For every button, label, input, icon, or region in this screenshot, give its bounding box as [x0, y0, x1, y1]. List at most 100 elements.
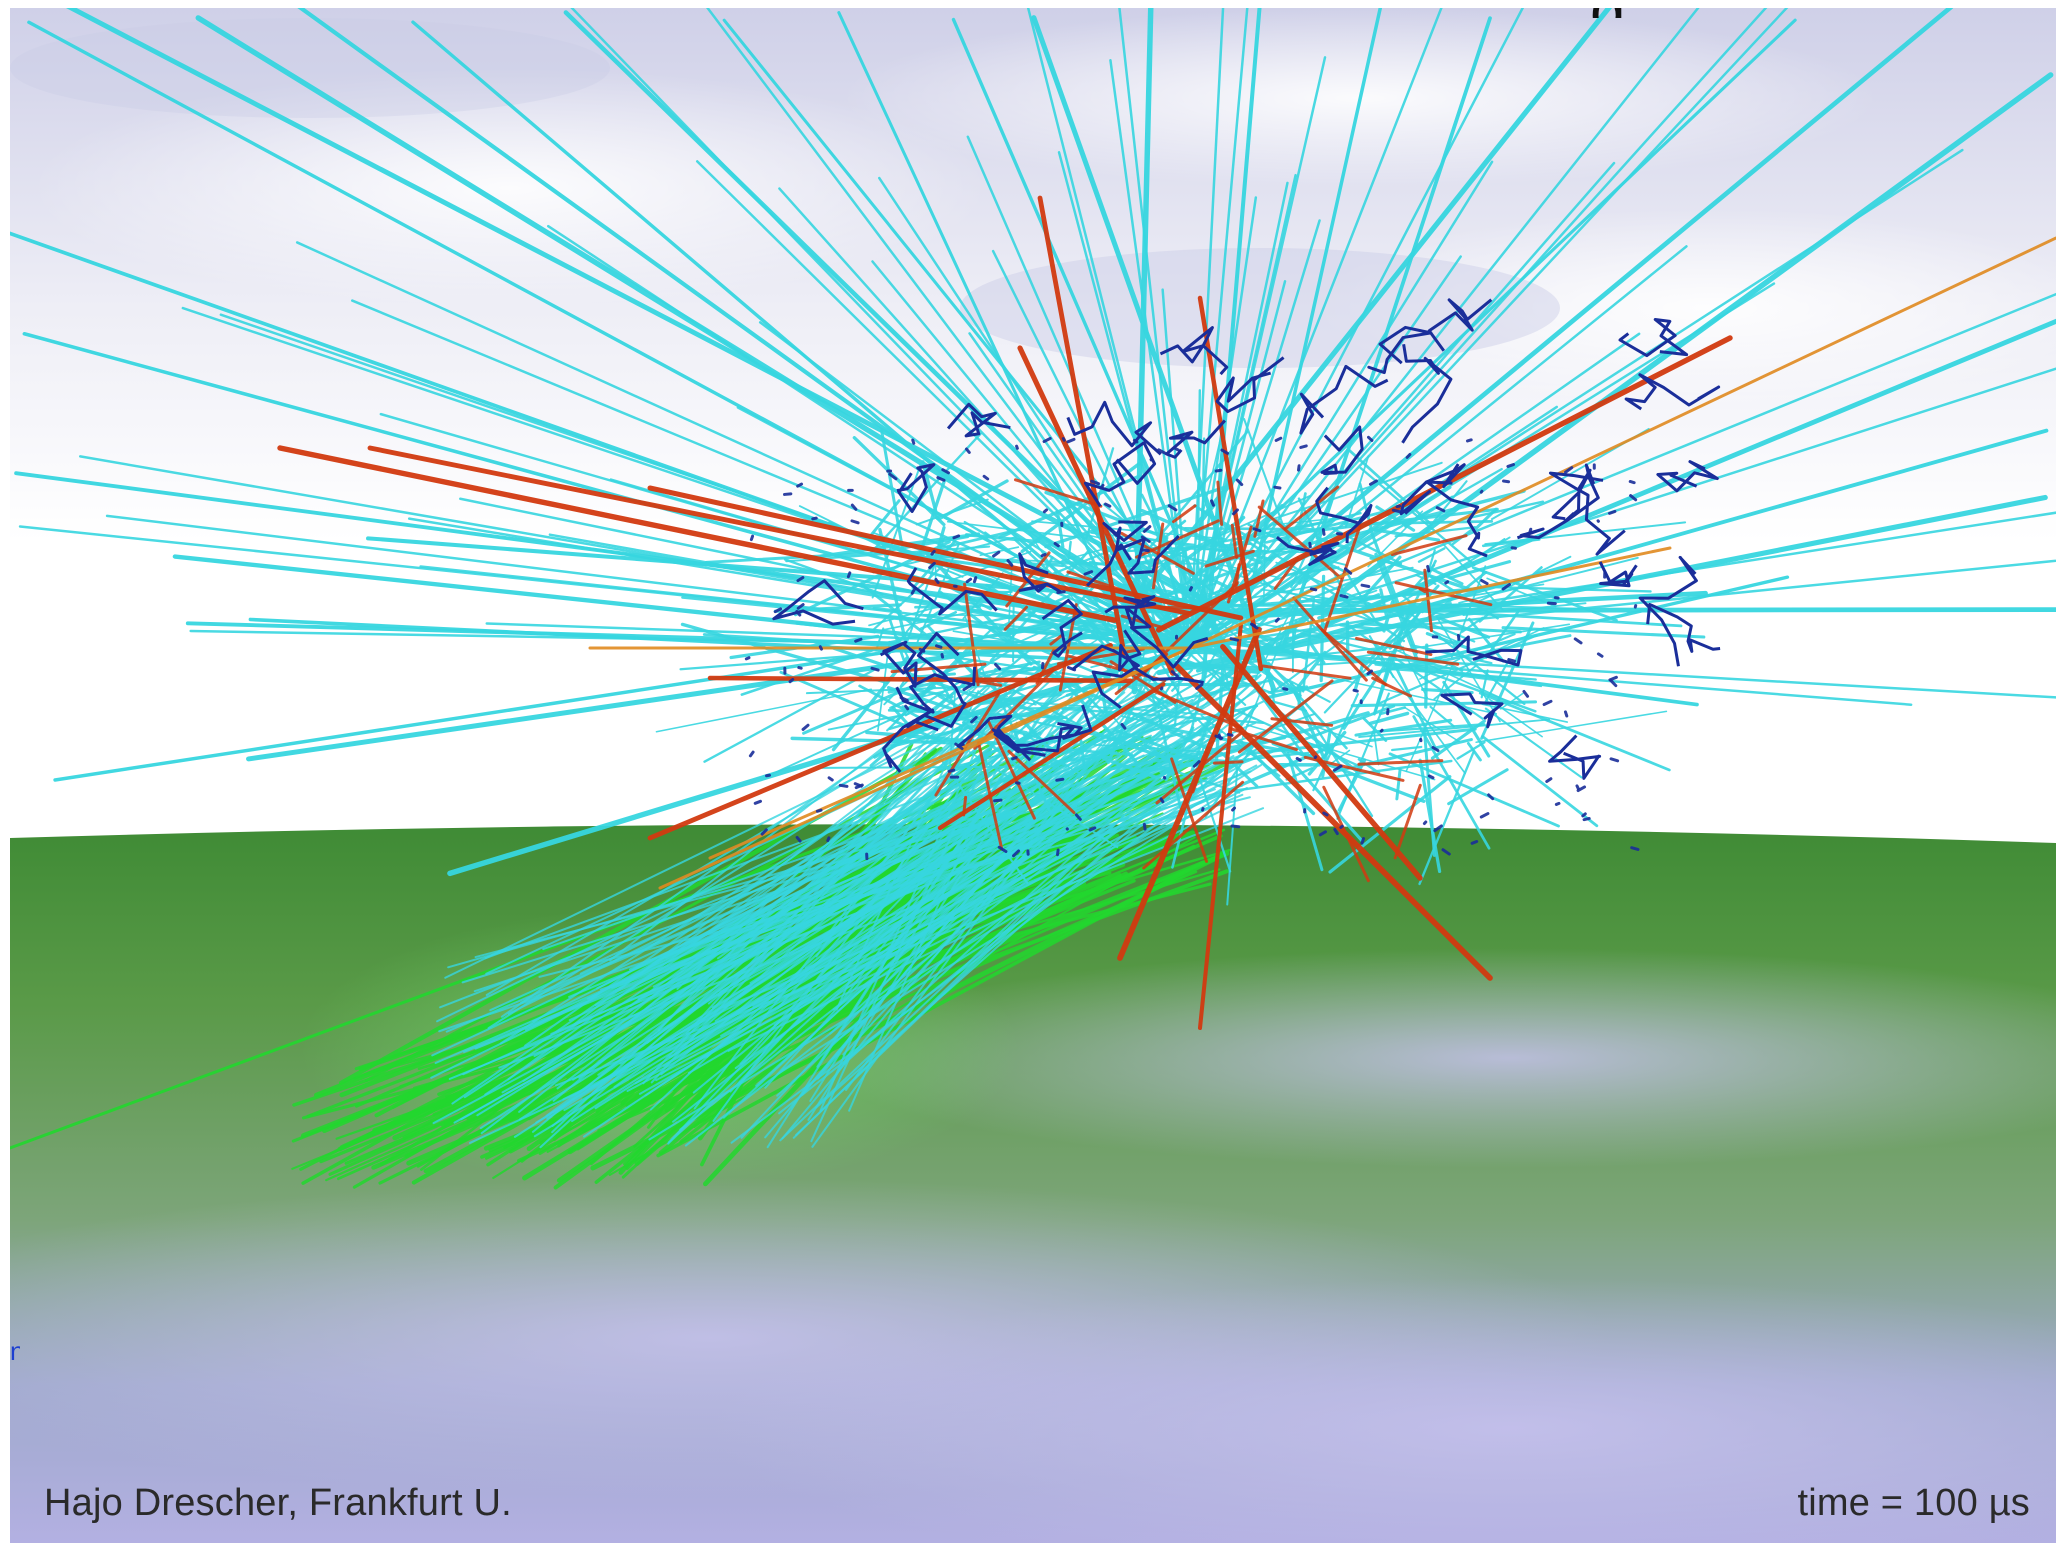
- particle-track: [778, 809, 1161, 1115]
- particle-track: [1456, 741, 1486, 760]
- particle-track: [970, 715, 978, 724]
- particle-track: [1424, 643, 1429, 709]
- particle-track: [994, 662, 1002, 671]
- particle-track: [868, 605, 940, 627]
- particle-track: [934, 577, 940, 585]
- particle-track: [1120, 722, 1127, 730]
- particle-track: [1333, 827, 1339, 836]
- particle-track: [1088, 826, 1097, 832]
- particle-track: [707, 675, 1133, 684]
- particle-track: [1262, 534, 1266, 606]
- particle-track: [485, 622, 1192, 650]
- particle-track: [1391, 508, 1402, 514]
- particle-track: [796, 482, 804, 488]
- particle-track: [1320, 425, 1364, 476]
- particle-track: [1630, 846, 1640, 851]
- particle-track: [854, 637, 863, 643]
- particle-track: [1188, 646, 1913, 706]
- particle-track: [1011, 755, 1018, 761]
- cloud-shadow: [10, 18, 610, 118]
- particle-track: [1057, 151, 1192, 650]
- particle-track: [1188, 280, 1287, 650]
- particle-track: [796, 603, 805, 610]
- particle-track: [66, 8, 1231, 614]
- particle-track: [1250, 622, 1259, 630]
- particle-track: [1226, 732, 1234, 737]
- particle-track: [1357, 759, 1444, 766]
- ground-haze: [810, 948, 2056, 1168]
- particle-track: [1506, 463, 1516, 468]
- particle-track: [764, 773, 1075, 1139]
- particle-track: [987, 720, 1036, 820]
- particle-track: [1083, 570, 1094, 576]
- particle-track: [1237, 679, 1334, 754]
- particle-track: [966, 135, 1192, 650]
- particle-track: [1551, 468, 1592, 524]
- particle-track: [1501, 583, 1512, 591]
- particle-track: [1226, 767, 1239, 906]
- particle-track: [297, 8, 1153, 623]
- particle-track: [571, 699, 1161, 1081]
- particle-track: [1426, 564, 1431, 573]
- particle-track: [1159, 686, 1164, 691]
- particle-track: [1109, 58, 1192, 650]
- particle-track: [930, 549, 936, 556]
- particle-track: [1170, 757, 1209, 863]
- particle-track: [1229, 637, 1239, 642]
- particle-track: [1479, 489, 1484, 494]
- particle-track: [752, 762, 1154, 1007]
- particle-track: [1165, 419, 1227, 459]
- particle-track: [1170, 670, 1179, 678]
- particle-track: [1609, 679, 1618, 688]
- particle-track: [1548, 471, 1626, 556]
- particle-track: [432, 726, 1173, 1125]
- particle-track: [807, 687, 1078, 1121]
- particle-track: [1422, 820, 1428, 826]
- particle-track: [1435, 506, 1446, 513]
- particle-track: [647, 485, 1244, 621]
- particle-track: [608, 836, 1196, 1176]
- particle-track: [1083, 441, 1157, 508]
- particle-track: [647, 642, 1113, 841]
- particle-track: [705, 551, 883, 564]
- particle-track: [1231, 806, 1236, 812]
- particle-track: [1142, 525, 1152, 533]
- particle-track: [954, 742, 964, 751]
- particle-track: [1598, 561, 1638, 588]
- particle-track: [977, 740, 1004, 851]
- particle-track: [1379, 588, 1389, 620]
- particle-track: [1188, 511, 2056, 650]
- particle-track: [1006, 559, 1014, 567]
- particle-track: [899, 696, 909, 702]
- air-shower-render: [10, 8, 2056, 1543]
- particle-track: [1037, 195, 1127, 656]
- particle-track: [1618, 317, 1689, 358]
- particle-track: [1153, 690, 1243, 730]
- particle-track: [1425, 635, 1523, 667]
- particle-track: [772, 579, 864, 626]
- particle-track: [447, 645, 1191, 877]
- particle-track: [1298, 485, 1452, 585]
- particle-track: [1309, 587, 1318, 592]
- particle-track: [1367, 325, 1433, 375]
- particle-track: [53, 604, 1190, 782]
- particle-track: [850, 519, 860, 525]
- particle-track: [783, 492, 793, 496]
- particle-track: [1373, 730, 1380, 766]
- particle-track: [1197, 295, 1264, 672]
- particle-track: [1282, 687, 1289, 691]
- particle-track: [1343, 567, 1353, 575]
- simulation-image: n g Hajo Drescher, Frankfurt U. time = 1…: [10, 8, 2056, 1543]
- particle-track: [444, 703, 1008, 979]
- particle-track: [1447, 768, 1509, 806]
- particle-track: [1274, 436, 1283, 442]
- particle-track: [1056, 647, 1145, 666]
- particle-track: [1427, 774, 1435, 780]
- time-caption: time = 100 µs: [1797, 1482, 2030, 1524]
- particle-track: [1104, 595, 1157, 614]
- particle-track: [473, 762, 1163, 993]
- particle-track: [748, 750, 755, 758]
- particle-track: [1440, 692, 1504, 729]
- particle-track: [1354, 718, 1453, 737]
- particle-track: [1275, 535, 1340, 566]
